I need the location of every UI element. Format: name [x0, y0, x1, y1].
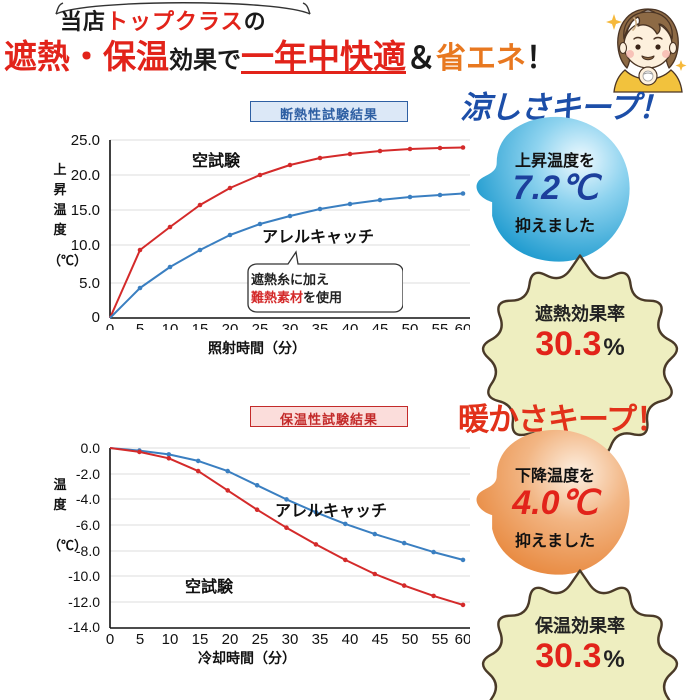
svg-text:10: 10: [162, 631, 179, 648]
svg-text:15: 15: [192, 631, 209, 648]
svg-text:0: 0: [106, 321, 114, 330]
svg-text:-2.0: -2.0: [76, 466, 100, 482]
svg-text:55: 55: [432, 321, 449, 330]
svg-text:10: 10: [162, 321, 179, 330]
svg-text:5.0: 5.0: [79, 275, 100, 292]
svg-text:20.0: 20.0: [71, 167, 100, 184]
svg-text:35: 35: [312, 631, 329, 648]
svg-text:30: 30: [282, 631, 299, 648]
svg-text:アレルキャッチ: アレルキャッチ: [262, 229, 374, 246]
svg-text:40: 40: [342, 321, 359, 330]
svg-text:-14.0: -14.0: [68, 619, 100, 635]
svg-text:30: 30: [282, 321, 299, 330]
svg-text:50: 50: [402, 321, 419, 330]
svg-text:20: 20: [222, 321, 239, 330]
svg-text:25: 25: [252, 321, 269, 330]
svg-text:15: 15: [192, 321, 209, 330]
svg-text:空試験: 空試験: [192, 151, 241, 170]
svg-text:10.0: 10.0: [71, 237, 100, 254]
svg-text:45: 45: [372, 321, 389, 330]
svg-text:-4.0: -4.0: [76, 491, 100, 507]
svg-text:15.0: 15.0: [71, 202, 100, 219]
svg-text:20: 20: [222, 631, 239, 648]
svg-text:空試験: 空試験: [185, 577, 234, 596]
svg-text:55: 55: [432, 631, 449, 648]
svg-text:5: 5: [136, 631, 144, 648]
svg-text:アレルキャッチ: アレルキャッチ: [275, 503, 387, 520]
svg-text:-12.0: -12.0: [68, 594, 100, 610]
svg-text:5: 5: [136, 321, 144, 330]
svg-text:0: 0: [106, 631, 114, 648]
svg-text:60: 60: [455, 631, 470, 648]
svg-text:35: 35: [312, 321, 329, 330]
svg-text:60: 60: [455, 321, 470, 330]
svg-text:25.0: 25.0: [71, 132, 100, 149]
svg-text:45: 45: [372, 631, 389, 648]
svg-text:0: 0: [92, 309, 100, 326]
svg-text:0.0: 0.0: [81, 440, 101, 456]
svg-text:-10.0: -10.0: [68, 568, 100, 584]
svg-text:25: 25: [252, 631, 269, 648]
svg-text:40: 40: [342, 631, 359, 648]
svg-text:50: 50: [402, 631, 419, 648]
svg-text:-6.0: -6.0: [76, 517, 100, 533]
